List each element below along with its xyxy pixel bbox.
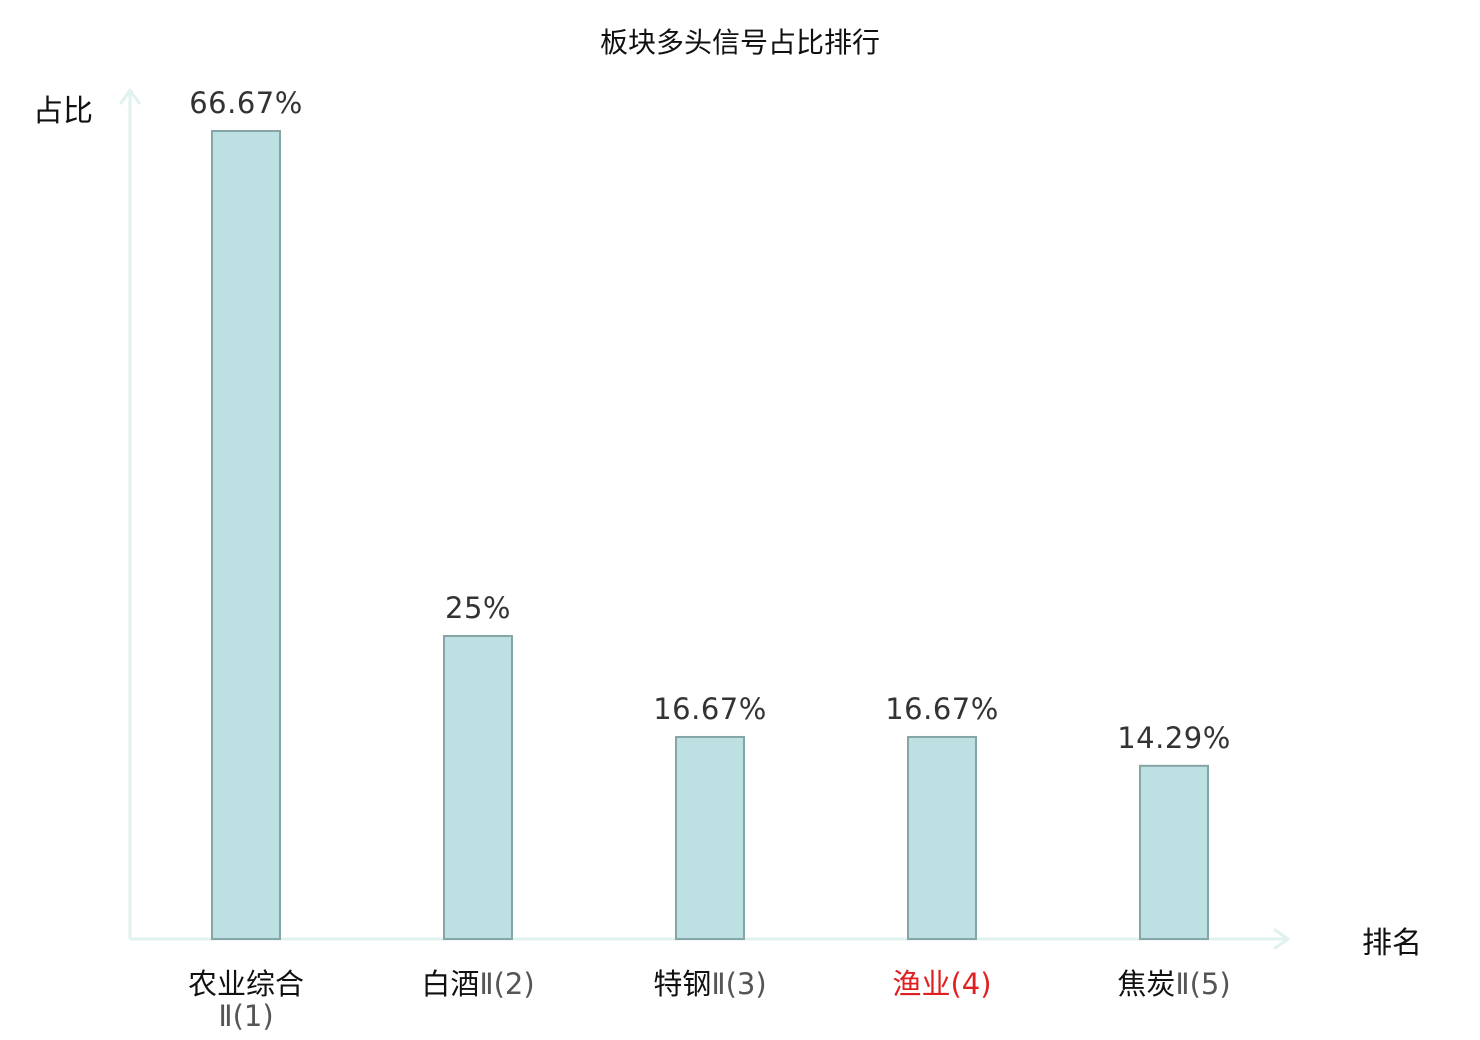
value-labels-group: 66.67% 25% 16.67% 16.67% 14.29%: [189, 86, 1231, 755]
category-rank-1: Ⅱ(1): [218, 999, 273, 1033]
y-axis-label: 占比: [33, 94, 93, 129]
category-rank-3: Ⅱ(3): [711, 967, 766, 1001]
category-label-2: 白酒Ⅱ(2): [421, 967, 534, 1001]
value-label-5: 14.29%: [1117, 721, 1231, 755]
bar-1: [211, 130, 281, 940]
value-label-2: 25%: [445, 591, 511, 625]
bar-3: [675, 735, 745, 941]
value-label-4: 16.67%: [885, 692, 999, 726]
x-axis-arrow-icon: [1273, 928, 1290, 950]
category-label-4: 渔业(4): [892, 967, 991, 1001]
y-axis-arrow-icon: [119, 88, 141, 105]
category-rank-5: Ⅱ(5): [1175, 967, 1230, 1001]
category-label-3: 特钢Ⅱ(3): [653, 967, 766, 1001]
x-axis-label: 排名: [1362, 926, 1422, 961]
value-label-3: 16.67%: [653, 692, 767, 726]
category-label-5: 焦炭Ⅱ(5): [1117, 967, 1230, 1001]
category-rank-4: (4): [950, 967, 991, 1001]
bar-2: [443, 635, 513, 940]
bar-4: [907, 735, 977, 941]
category-name-1: 农业综合: [188, 967, 304, 1001]
category-rank-2: Ⅱ(2): [479, 967, 534, 1001]
bars-group: [211, 130, 1209, 941]
category-name-5: 焦炭: [1117, 967, 1175, 1001]
value-label-1: 66.67%: [189, 86, 303, 120]
category-name-4: 渔业: [892, 967, 950, 1001]
chart-title: 板块多头信号占比排行: [600, 26, 880, 59]
bar-5: [1139, 764, 1209, 940]
category-name-3: 特钢: [653, 967, 711, 1001]
category-name-2: 白酒: [421, 967, 479, 1001]
